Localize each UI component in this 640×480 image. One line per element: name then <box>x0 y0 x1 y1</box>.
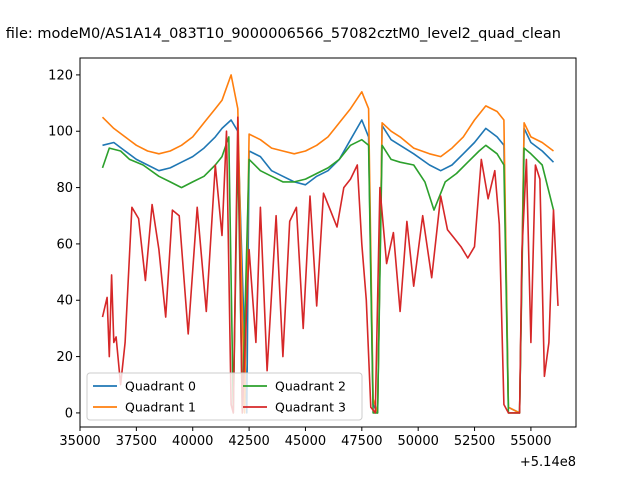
legend-label-quadrant-0[interactable]: Quadrant 0 <box>125 379 196 394</box>
legend-label-quadrant-3[interactable]: Quadrant 3 <box>275 400 346 415</box>
x-tick-label: 47500 <box>341 434 382 449</box>
x-tick-label: 45000 <box>285 434 326 449</box>
y-tick-label: 100 <box>48 125 73 140</box>
y-tick-label: 0 <box>65 406 73 421</box>
y-tick-label: 60 <box>56 237 73 252</box>
x-tick-label: 42500 <box>228 434 269 449</box>
chart-title: n file: modeM0/AS1A14_083T10_9000006566_… <box>0 26 561 42</box>
x-tick-label: 35000 <box>59 434 100 449</box>
x-tick-label: 55000 <box>510 434 551 449</box>
y-tick-label: 120 <box>48 68 73 83</box>
plot-frame <box>79 57 577 428</box>
series-line-quadrant-0 <box>102 119 555 414</box>
x-axis: 35000 37500 40000 42500 45000 47500 50000 52500… <box>59 427 552 449</box>
legend[interactable]: Quadrant 0 Quadrant 1 Quadrant 2 Quadrant 3 <box>86 372 363 421</box>
legend-label-quadrant-1[interactable]: Quadrant 1 <box>125 400 196 415</box>
plot-lines <box>101 74 559 414</box>
x-tick-label: 52500 <box>454 434 495 449</box>
series-line-quadrant-3 <box>101 116 559 414</box>
x-tick-label: 37500 <box>116 434 157 449</box>
x-axis-offset-label: +5.14e8 <box>520 455 576 470</box>
y-tick-label: 80 <box>56 181 73 196</box>
series-line-quadrant-1 <box>101 74 554 414</box>
legend-label-quadrant-2[interactable]: Quadrant 2 <box>275 379 346 394</box>
series-line-quadrant-2 <box>101 136 555 414</box>
y-tick-label: 40 <box>56 294 73 309</box>
legend-box <box>86 372 363 421</box>
y-tick-label: 20 <box>56 350 73 365</box>
y-axis: 0 20 40 60 80 100 120 <box>48 68 80 421</box>
x-tick-label: 40000 <box>172 434 213 449</box>
x-tick-label: 50000 <box>398 434 439 449</box>
